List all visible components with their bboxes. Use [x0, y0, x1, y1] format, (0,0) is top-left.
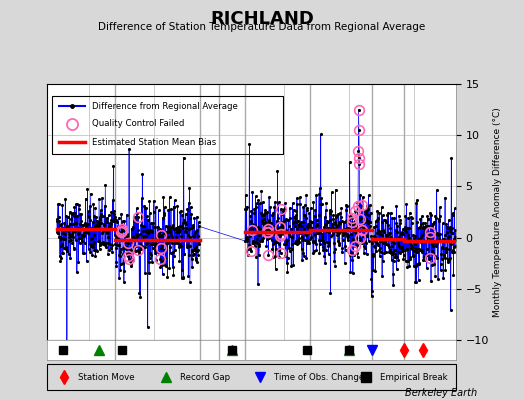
Text: Record Gap: Record Gap	[180, 372, 230, 382]
Text: Difference from Regional Average: Difference from Regional Average	[92, 102, 237, 111]
Text: Quality Control Failed: Quality Control Failed	[92, 119, 184, 128]
Text: Difference of Station Temperature Data from Regional Average: Difference of Station Temperature Data f…	[99, 22, 425, 32]
Y-axis label: Monthly Temperature Anomaly Difference (°C): Monthly Temperature Anomaly Difference (…	[493, 107, 502, 317]
Text: Estimated Station Mean Bias: Estimated Station Mean Bias	[92, 138, 216, 147]
Text: Berkeley Earth: Berkeley Earth	[405, 388, 477, 398]
Text: Empirical Break: Empirical Break	[380, 372, 448, 382]
Text: RICHLAND: RICHLAND	[210, 10, 314, 28]
Text: Station Move: Station Move	[78, 372, 135, 382]
Text: Time of Obs. Change: Time of Obs. Change	[274, 372, 364, 382]
